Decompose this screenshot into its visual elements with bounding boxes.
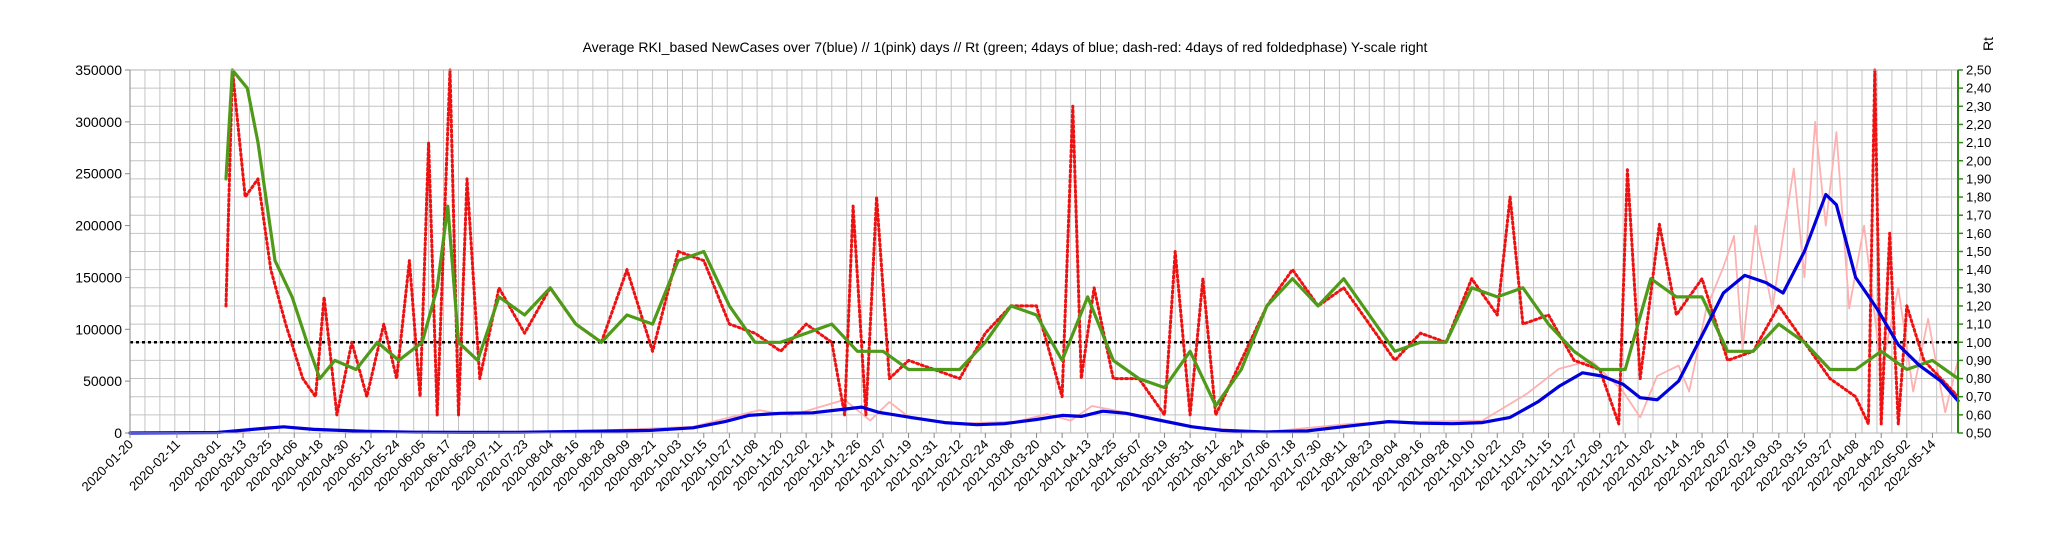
y2-tick-label: 2,40 xyxy=(1966,81,1991,96)
y2-tick-label: 0,70 xyxy=(1966,389,1991,404)
y2-tick-label: 1,90 xyxy=(1966,171,1991,186)
series-line-1 xyxy=(224,68,1960,408)
y2-tick-label: 2,10 xyxy=(1966,135,1991,150)
y2-tick-label: 2,00 xyxy=(1966,153,1991,168)
y-tick-label: 150000 xyxy=(75,269,122,285)
y2-tick-label: 1,10 xyxy=(1966,317,1991,332)
series-line-3 xyxy=(235,121,1959,434)
series-layer xyxy=(128,68,1960,435)
y2-tick-label: 1,20 xyxy=(1966,298,1991,313)
y2-tick-label: 0,50 xyxy=(1966,426,1991,441)
y2-tick-label: 1,60 xyxy=(1966,226,1991,241)
y-tick-label: 0 xyxy=(114,425,122,441)
y2-tick-label: 2,50 xyxy=(1966,63,1991,78)
y2-tick-label: 1,80 xyxy=(1966,190,1991,205)
y-tick-label: 100000 xyxy=(75,321,122,337)
y-tick-label: 350000 xyxy=(75,62,122,78)
y2-tick-label: 1,50 xyxy=(1966,244,1991,259)
y2-tick-label: 0,90 xyxy=(1966,353,1991,368)
series-line-2 xyxy=(224,68,1960,426)
y2-tick-label: 2,20 xyxy=(1966,117,1991,132)
y-tick-label: 50000 xyxy=(83,373,122,389)
y-tick-label: 200000 xyxy=(75,218,122,234)
axes: 0 50000 100000 150000 200000 250000 300000 3500… xyxy=(75,62,1991,494)
y2-tick-label: 0,80 xyxy=(1966,371,1991,386)
y2-tick-label: 2,30 xyxy=(1966,99,1991,114)
y2-tick-label: 1,30 xyxy=(1966,280,1991,295)
y2-tick-label: 1,40 xyxy=(1966,262,1991,277)
y2-tick-label: 0,60 xyxy=(1966,407,1991,422)
y2-tick-label: 1,00 xyxy=(1966,335,1991,350)
y-tick-label: 250000 xyxy=(75,166,122,182)
y2-tick-label: 1,70 xyxy=(1966,208,1991,223)
y-tick-label: 300000 xyxy=(75,114,122,130)
chart-title: Average RKI_based NewCases over 7(blue) … xyxy=(583,39,1428,55)
y2-axis-title: Rt xyxy=(1980,37,1996,51)
series-line-0 xyxy=(128,192,1960,435)
